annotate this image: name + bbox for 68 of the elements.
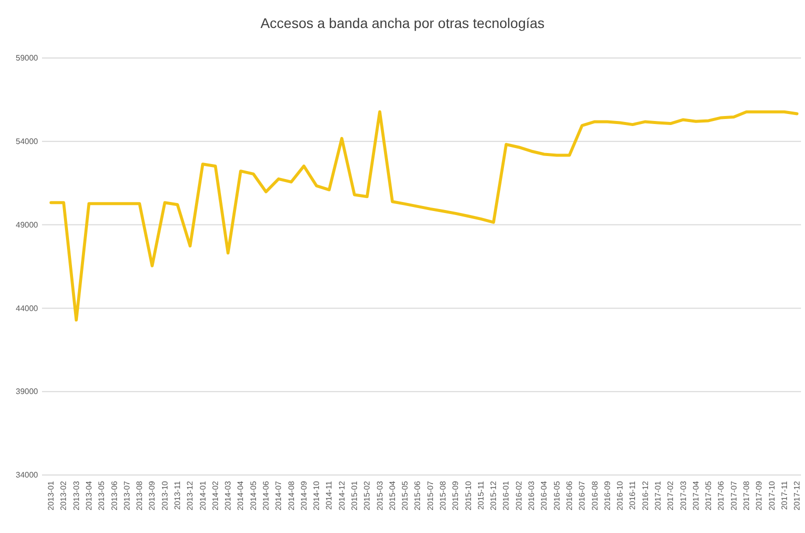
x-tick-label: 2016-07 (578, 480, 587, 510)
x-tick-label: 2014-03 (224, 480, 233, 510)
x-tick-label: 2014-02 (210, 480, 220, 510)
x-tick-label: 2017-07 (729, 480, 738, 510)
x-tick-label: 2016-05 (552, 480, 562, 510)
x-tick-label: 2017-05 (704, 480, 714, 510)
y-tick-label: 49000 (16, 220, 39, 230)
x-tick-label: 2016-12 (640, 480, 650, 510)
x-tick-label: 2016-09 (602, 480, 612, 510)
x-tick-label: 2015-02 (362, 480, 372, 510)
x-tick-label: 2017-01 (653, 480, 662, 510)
x-tick-label: 2015-05 (400, 480, 410, 510)
x-tick-label: 2013-11 (173, 480, 182, 510)
x-tick-label: 2017-10 (767, 480, 776, 510)
x-tick-label: 2016-02 (514, 480, 524, 510)
x-tick-label: 2015-03 (375, 480, 384, 510)
x-tick-label: 2013-10 (160, 480, 170, 510)
x-tick-label: 2014-09 (299, 480, 308, 510)
y-tick-label: 39000 (16, 387, 39, 396)
x-tick-label: 2015-12 (489, 480, 498, 510)
x-tick-label: 2014-12 (337, 480, 346, 510)
chart-title: Accesos a banda ancha por otras tecnologías (260, 15, 545, 31)
x-tick-label: 2016-03 (527, 480, 536, 510)
x-tick-label: 2016-11 (628, 480, 638, 510)
x-tick-label: 2013-07 (122, 480, 132, 510)
x-tick-label: 2017-03 (678, 480, 688, 510)
x-tick-label: 2015-06 (413, 480, 422, 510)
x-tick-label: 2014-10 (312, 480, 322, 510)
line-series (50, 110, 798, 322)
x-tick-label: 2014-08 (286, 480, 296, 510)
x-tick-label: 2016-04 (540, 480, 549, 510)
y-tick-label: 54000 (16, 136, 39, 146)
x-tick-label: 2014-07 (274, 480, 284, 510)
x-tick-label: 2014-06 (262, 480, 271, 510)
x-tick-label: 2017-06 (716, 480, 726, 510)
x-tick-label: 2013-12 (186, 480, 195, 510)
x-tick-label: 2013-06 (110, 480, 119, 510)
x-tick-label: 2017-08 (742, 480, 751, 510)
x-tick-label: 2016-01 (502, 480, 511, 510)
y-tick-label: 34000 (16, 470, 39, 480)
x-tick-label: 2015-11 (476, 480, 486, 510)
x-tick-label: 2013-02 (59, 480, 68, 510)
y-tick-label: 59000 (16, 54, 39, 63)
x-tick-label: 2017-09 (754, 480, 764, 510)
x-tick-label: 2015-04 (388, 480, 397, 510)
x-tick-label: 2013-01 (46, 480, 56, 510)
x-tick-label: 2013-09 (148, 480, 157, 510)
x-tick-label: 2014-04 (236, 480, 246, 510)
x-tick-label: 2016-10 (616, 480, 625, 510)
x-tick-label: 2016-06 (564, 480, 574, 510)
x-tick-label: 2017-12 (792, 480, 802, 510)
x-tick-label: 2015-07 (426, 480, 435, 510)
x-tick-label: 2015-01 (350, 480, 360, 510)
x-tick-label: 2015-08 (438, 480, 448, 510)
x-tick-label: 2014-01 (198, 480, 208, 510)
x-tick-label: 2013-04 (84, 480, 94, 510)
y-tick-label: 44000 (16, 304, 39, 313)
x-tick-label: 2017-04 (691, 480, 700, 510)
x-tick-label: 2014-11 (324, 480, 334, 510)
x-tick-label: 2015-09 (451, 480, 460, 510)
x-tick-label: 2013-05 (97, 480, 106, 510)
x-tick-label: 2015-10 (464, 480, 473, 510)
x-tick-label: 2016-08 (590, 480, 600, 510)
x-tick-label: 2013-08 (135, 480, 144, 510)
x-tick-label: 2017-11 (780, 480, 789, 510)
x-tick-label: 2014-05 (248, 480, 258, 510)
x-tick-label: 2017-02 (666, 480, 676, 510)
x-tick-label: 2013-03 (72, 480, 81, 510)
